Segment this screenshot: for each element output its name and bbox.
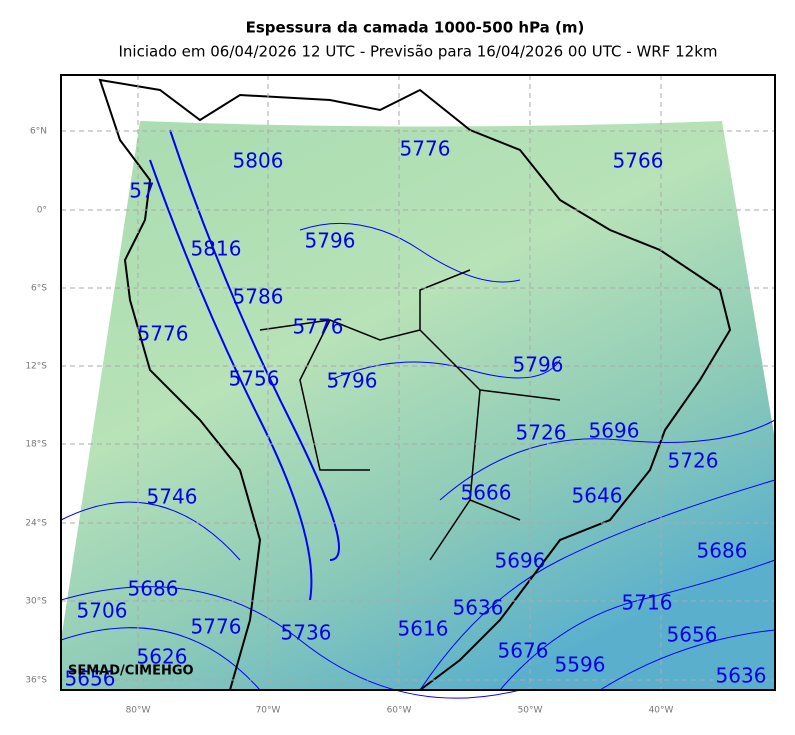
contour-label: 5786 xyxy=(233,285,284,309)
contour-label: 5686 xyxy=(697,539,748,563)
field-fill xyxy=(61,121,775,690)
contour-label: 5716 xyxy=(622,591,673,615)
contour-label: 5726 xyxy=(668,449,719,473)
borders xyxy=(259,269,561,561)
lat-label: 18°S xyxy=(25,440,47,450)
contour-label: 5596 xyxy=(555,653,606,677)
contour-label: 5686 xyxy=(128,577,179,601)
contour-label: 5756 xyxy=(229,367,280,391)
contour-label: 5816 xyxy=(191,237,242,261)
credit: SEMAD/CIMEHGO xyxy=(68,664,194,679)
contour-label: 5726 xyxy=(516,421,567,445)
contour-label: 5626 xyxy=(137,645,188,669)
lat-label: 6°S xyxy=(31,284,47,294)
contours xyxy=(60,129,776,699)
contour-label: 5646 xyxy=(572,484,623,508)
lon-label: 40°W xyxy=(649,706,674,716)
contour-label: 5706 xyxy=(77,599,128,623)
contour-label: 57 xyxy=(129,179,154,203)
lon-label: 80°W xyxy=(126,706,151,716)
contour-label: 5666 xyxy=(461,481,512,505)
lat-label: 24°S xyxy=(25,519,47,529)
contour-label: 5656 xyxy=(65,667,116,691)
lon-label: 50°W xyxy=(518,706,543,716)
contour-labels: 5776 5806 5766 57 5816 5796 5786 5776 5776 5796 57… xyxy=(65,137,767,691)
contour-label: 5776 xyxy=(138,322,189,346)
contour-label: 5636 xyxy=(453,596,504,620)
lat-label: 30°S xyxy=(25,597,47,607)
contour-label: 5796 xyxy=(327,369,378,393)
contour-label: 5736 xyxy=(281,621,332,645)
lat-label: 12°S xyxy=(25,362,47,372)
map-frame xyxy=(60,74,776,691)
contour-label: 5776 xyxy=(293,315,344,339)
contour-label: 5796 xyxy=(513,353,564,377)
contour-label: 5696 xyxy=(589,419,640,443)
coastline xyxy=(98,78,732,691)
contour-label: 5656 xyxy=(667,623,718,647)
lat-label: 0° xyxy=(37,206,47,216)
graticule: 6°N 0° 6°S 12°S 18°S 24°S 30°S 36°S 80°W 70°W 60°W… xyxy=(25,75,775,716)
contour-label: 5806 xyxy=(233,149,284,173)
lon-label: 60°W xyxy=(387,706,412,716)
title: Espessura da camada 1000-500 hPa (m) xyxy=(246,19,585,37)
subtitle: Iniciado em 06/04/2026 12 UTC - Previsão… xyxy=(118,43,717,61)
contour-label: 5616 xyxy=(398,617,449,641)
lon-label: 70°W xyxy=(256,706,281,716)
lat-label: 36°S xyxy=(25,676,47,686)
lat-label: 6°N xyxy=(30,127,47,137)
contour-label: 5776 xyxy=(191,615,242,639)
contour-label: 5676 xyxy=(498,639,549,663)
contour-label: 5776 xyxy=(400,137,451,161)
contour-label: 5696 xyxy=(495,549,546,573)
contour-label: 5746 xyxy=(147,485,198,509)
contour-label: 5796 xyxy=(305,229,356,253)
contour-label: 5766 xyxy=(613,149,664,173)
contour-label: 5636 xyxy=(716,664,767,688)
